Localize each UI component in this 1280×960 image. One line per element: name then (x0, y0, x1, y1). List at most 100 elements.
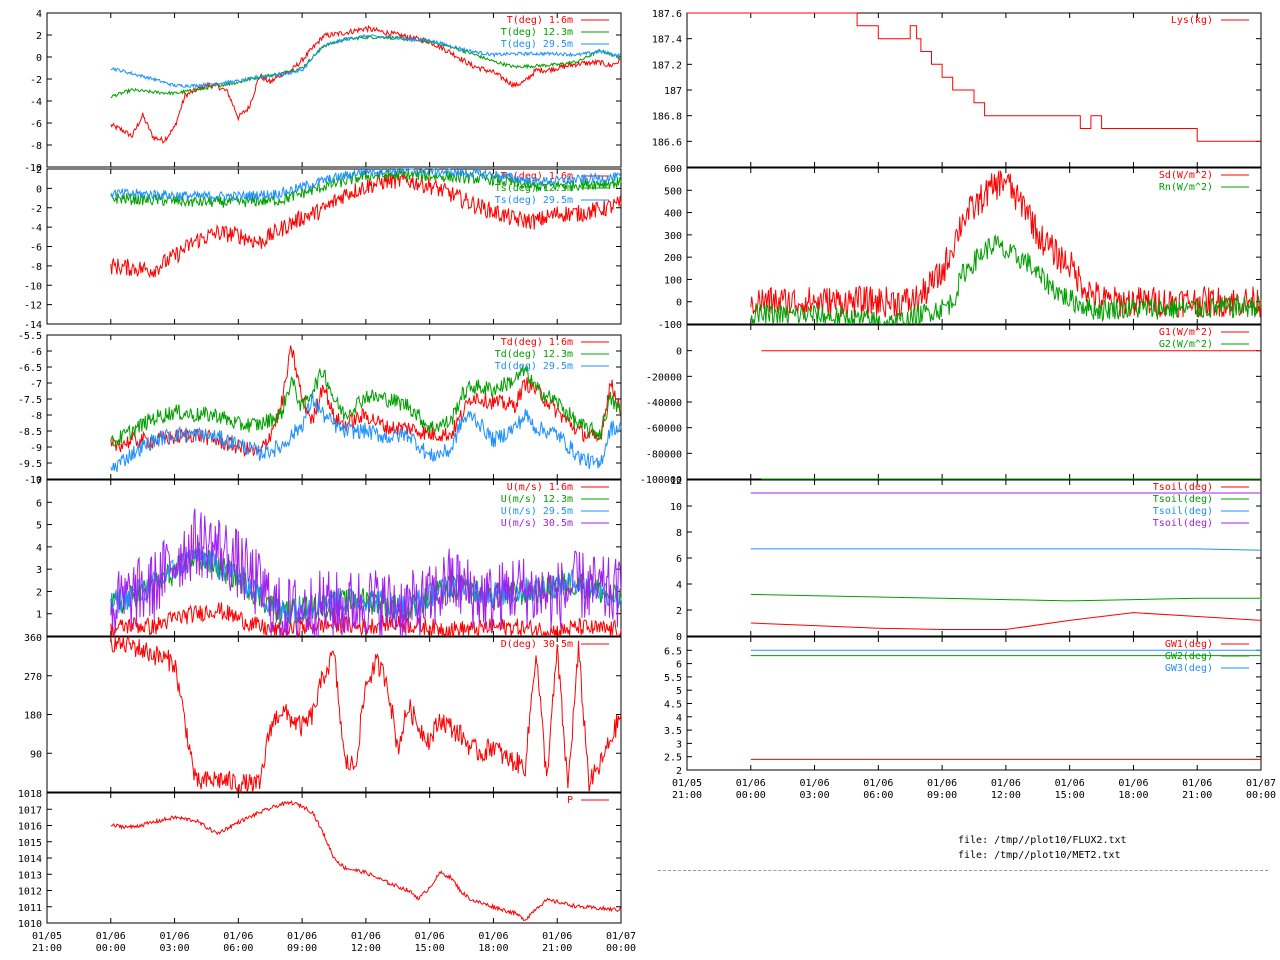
y-tick-label: -12 (24, 301, 42, 312)
y-tick-label: -7 (30, 379, 42, 390)
y-tick-label: 2 (676, 766, 682, 777)
y-tick-label: -7.5 (18, 395, 42, 406)
y-tick-label: 270 (24, 672, 42, 683)
y-tick-label: -100 (658, 320, 682, 331)
y-tick-label: 1015 (18, 838, 42, 849)
y-tick-label: 0 (36, 184, 42, 195)
y-tick-label: -10 (24, 281, 42, 292)
legend-label: Ts(deg) 29.5m (495, 195, 573, 206)
y-tick-label: 0 (36, 53, 42, 64)
series-line-red (110, 602, 622, 638)
x-tick-date: 01/06 (927, 778, 957, 789)
y-tick-label: 400 (664, 209, 682, 220)
x-tick-date: 01/06 (736, 778, 766, 789)
x-tick-date: 01/06 (223, 931, 253, 942)
legend-label: Td(deg) 29.5m (495, 361, 573, 372)
series-line-red (110, 636, 622, 793)
y-tick-label: 1013 (18, 870, 42, 881)
y-tick-label: -80000 (646, 449, 682, 460)
series-line-blue (110, 167, 622, 202)
legend-label: Lys(kg) (1171, 15, 1213, 26)
panel-rad: 600 500 400 300 200 100 0 -100 Sd(W/m^2)Rn(W/m^2… (658, 164, 1262, 331)
y-tick-label: 5.5 (664, 673, 682, 684)
x-tick-date: 01/06 (160, 931, 190, 942)
y-tick-label: 1018 (18, 789, 42, 800)
series-line-green (750, 234, 1262, 326)
legend-label: GW3(deg) (1165, 663, 1213, 674)
legend-label: Td(deg) 1.6m (501, 337, 573, 348)
series-line-blue (750, 548, 1262, 551)
series-line-purple (110, 508, 622, 638)
y-tick-label: 1 (36, 610, 42, 621)
y-tick-label: 4.5 (664, 700, 682, 711)
x-tick-time: 00:00 (736, 790, 766, 801)
legend-label: Tsoil(deg) (1153, 482, 1213, 493)
plot-frame (46, 479, 622, 637)
y-tick-label: -6.5 (18, 363, 42, 374)
y-tick-label: 10 (670, 502, 682, 513)
panel-t: 4 2 0 -2 -4 -6 -8 -10 T(deg) 1.6mT(deg) 12.3mT(d… (24, 9, 622, 174)
y-tick-label: 12 (670, 476, 682, 487)
y-tick-label: -2 (30, 204, 42, 215)
y-tick-label: 1016 (18, 822, 42, 833)
y-tick-label: 4 (36, 543, 42, 554)
plot-frame (686, 167, 1262, 325)
y-tick-label: -40000 (646, 398, 682, 409)
y-tick-label: -8.5 (18, 427, 42, 438)
y-tick-label: -14 (24, 320, 42, 331)
x-tick-date: 01/07 (1246, 778, 1276, 789)
y-tick-label: -10 (24, 163, 42, 174)
legend-label: T(deg) 29.5m (501, 39, 573, 50)
series-line-red (110, 800, 622, 922)
y-tick-label: -20000 (646, 372, 682, 383)
y-tick-label: -6 (30, 347, 42, 358)
x-tick-time: 21:00 (672, 790, 702, 801)
y-tick-label: 3 (676, 739, 682, 750)
y-tick-label: 2 (36, 165, 42, 176)
x-tick-date: 01/05 (32, 931, 62, 942)
y-tick-label: 6 (676, 660, 682, 671)
x-tick-time: 06:00 (863, 790, 893, 801)
x-tick-date: 01/05 (672, 778, 702, 789)
y-tick-label: -5.5 (18, 331, 42, 342)
x-tick-date: 01/06 (800, 778, 830, 789)
y-tick-label: 0 (676, 632, 682, 643)
x-tick-date: 01/06 (478, 931, 508, 942)
x-tick-date: 01/06 (991, 778, 1021, 789)
series-line-blue (110, 542, 622, 623)
series-line-red (687, 12, 1261, 142)
legend-label: T(deg) 1.6m (507, 15, 573, 26)
x-tick-date: 01/07 (606, 931, 636, 942)
series-line-green (110, 365, 622, 447)
x-tick-date: 01/06 (287, 931, 317, 942)
x-tick-time: 12:00 (991, 790, 1021, 801)
x-tick-time: 09:00 (287, 943, 317, 954)
y-tick-label: 2 (676, 606, 682, 617)
panel-g: 0 -20000 -40000 -60000 -80000 -100000 G1(W/m^2… (640, 324, 1262, 486)
legend-label: G1(W/m^2) (1159, 327, 1213, 338)
y-tick-label: 0 (676, 298, 682, 309)
y-tick-label: 3 (36, 565, 42, 576)
x-tick-time: 12:00 (351, 943, 381, 954)
panel-tsoil: 121086420Tsoil(deg)Tsoil(deg)Tsoil(deg)T… (670, 476, 1262, 643)
x-tick-time: 03:00 (800, 790, 830, 801)
y-tick-label: 4 (676, 713, 682, 724)
legend-label: Ts(deg) 12.3m (495, 183, 573, 194)
y-tick-label: 360 (24, 633, 42, 644)
panel-p: 1018 1017 1016 1015 1014 1013 1012 1011 1010 P 01/… (18, 789, 636, 954)
y-tick-label: 100 (664, 275, 682, 286)
x-tick-time: 06:00 (223, 943, 253, 954)
legend-label: Tsoil(deg) (1153, 506, 1213, 517)
legend-label: Sd(W/m^2) (1159, 170, 1213, 181)
x-tick-time: 00:00 (96, 943, 126, 954)
y-tick-label: 187.4 (652, 35, 682, 46)
y-tick-label: 500 (664, 186, 682, 197)
y-tick-label: 6.5 (664, 646, 682, 657)
legend-label: P (567, 795, 573, 806)
legend-label: Ts(deg) 1.6m (501, 171, 573, 182)
y-tick-label: 90 (30, 749, 42, 760)
x-tick-time: 15:00 (415, 943, 445, 954)
x-tick-date: 01/06 (1118, 778, 1148, 789)
